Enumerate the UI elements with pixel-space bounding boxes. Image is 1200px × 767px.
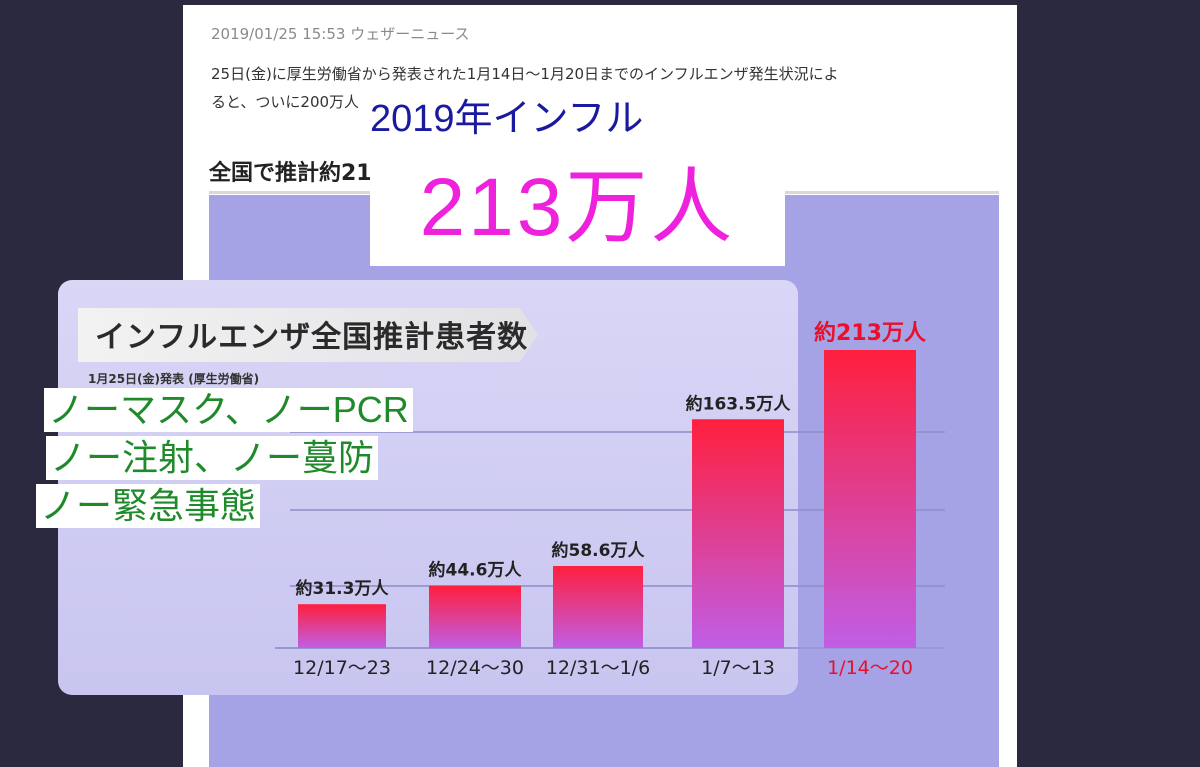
overlay-total-label: 213万人: [370, 150, 785, 266]
article-meta: 2019/01/25 15:53 ウェザーニュース: [211, 25, 470, 43]
chart-title: インフルエンザ全国推計患者数: [95, 320, 529, 355]
overlay-slogan-1: ノーマスク、ノーPCR: [44, 388, 413, 432]
overlay-slogan-3: ノー緊急事態: [36, 484, 261, 528]
overlay-slogans: ノーマスク、ノーPCR ノー注射、ノー蔓防 ノー緊急事態: [36, 388, 476, 533]
x-tick-label-2: 12/31〜1/6: [546, 657, 650, 679]
bar-4: [824, 350, 916, 648]
data-label-1: 約44.6万人: [429, 560, 523, 581]
data-label-4: 約213万人: [814, 320, 926, 346]
x-tick-label-4: 1/14〜20: [827, 657, 913, 679]
article-body-line-1: 25日(金)に厚生労働省から発表された1月14日～1月20日までのインフルエンザ…: [211, 65, 839, 83]
x-tick-label-3: 1/7〜13: [701, 657, 775, 679]
bar-1: [429, 585, 521, 648]
x-tick-label-1: 12/24〜30: [426, 657, 524, 679]
x-tick-label-0: 12/17〜23: [293, 657, 391, 679]
overlay-slogan-2: ノー注射、ノー蔓防: [46, 436, 379, 480]
chart-subtitle: 1月25日(金)発表 (厚生労働省): [88, 372, 260, 386]
bar-3: [692, 419, 784, 648]
bar-0: [298, 604, 386, 648]
data-label-3: 約163.5万人: [686, 393, 792, 414]
data-label-0: 約31.3万人: [296, 578, 390, 599]
overlay-year-label: 2019年インフル: [360, 85, 654, 144]
chart-title-banner: [78, 308, 538, 362]
bar-2: [553, 566, 643, 648]
data-label-2: 約58.6万人: [552, 540, 646, 561]
